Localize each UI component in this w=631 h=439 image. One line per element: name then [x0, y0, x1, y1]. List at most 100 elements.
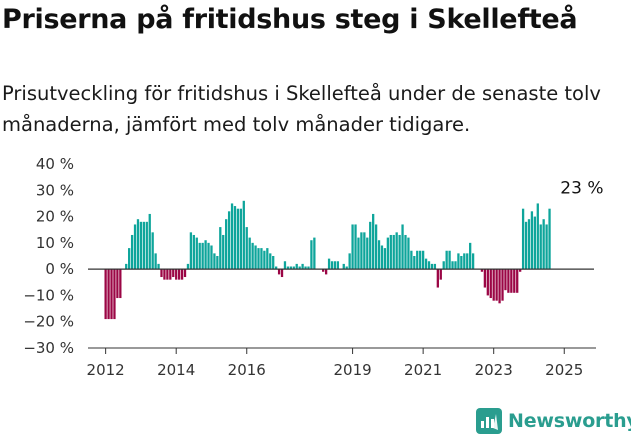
- bar: [430, 263, 434, 270]
- bar: [145, 221, 148, 270]
- bar: [345, 266, 348, 270]
- bar: [157, 263, 160, 270]
- x-axis: 2012 2014 2016 2019 2021 2023 2025: [87, 268, 596, 379]
- bar: [242, 200, 245, 270]
- bar: [395, 232, 398, 270]
- bar: [486, 269, 489, 296]
- bar: [116, 269, 119, 299]
- bar: [148, 213, 151, 270]
- bar: [471, 253, 475, 270]
- bar: [189, 232, 193, 270]
- x-tick-label: 2025: [545, 361, 583, 379]
- bar: [436, 269, 439, 288]
- bar: [427, 261, 431, 270]
- bar: [216, 256, 219, 270]
- bar: [139, 221, 143, 270]
- y-tick-label: 0 %: [45, 260, 74, 278]
- bar: [266, 248, 269, 270]
- bar: [542, 219, 545, 270]
- bar: [227, 211, 231, 270]
- bar: [324, 269, 328, 275]
- x-tick-label: 2014: [157, 361, 195, 379]
- bar: [469, 242, 472, 270]
- bar: [545, 224, 548, 270]
- x-tick-label: 2021: [404, 361, 442, 379]
- bar: [330, 261, 334, 270]
- bar: [413, 256, 416, 270]
- bar: [389, 234, 392, 270]
- bar: [219, 227, 222, 270]
- bar: [421, 250, 425, 270]
- bar: [530, 211, 534, 270]
- bar: [104, 269, 107, 320]
- bar: [454, 261, 457, 270]
- bar: [207, 242, 210, 270]
- y-tick-label: 40 %: [36, 155, 74, 173]
- bar: [366, 237, 369, 270]
- bar: [113, 269, 116, 320]
- bar: [460, 256, 463, 270]
- bar: [510, 269, 513, 293]
- page-title: Priserna på fritidshus steg i Skellefteå: [2, 4, 578, 35]
- bar: [257, 248, 260, 270]
- bar: [260, 248, 263, 270]
- bar: [172, 269, 175, 278]
- bar: [275, 266, 278, 270]
- bar: [448, 250, 451, 270]
- bar: [489, 269, 492, 299]
- bar: [222, 234, 225, 270]
- y-tick-label: −10 %: [23, 286, 74, 304]
- bar: [280, 269, 284, 278]
- bar: [169, 269, 172, 280]
- bar: [495, 269, 498, 301]
- bar: [357, 237, 360, 270]
- bar: [374, 224, 378, 270]
- bar: [439, 269, 442, 280]
- bar: [192, 234, 195, 270]
- bar: [151, 232, 154, 270]
- bar: [292, 266, 295, 270]
- page-subtitle: Prisutveckling för fritidshus i Skelleft…: [2, 82, 601, 136]
- bar: [128, 248, 131, 270]
- bar: [251, 242, 254, 270]
- bar: [348, 253, 351, 270]
- bar: [175, 269, 178, 280]
- bar: [245, 227, 248, 270]
- bar: [136, 219, 140, 270]
- bar: [401, 224, 404, 270]
- bar: [513, 269, 516, 293]
- bar: [351, 224, 354, 270]
- bar: [480, 269, 484, 272]
- x-tick-label: 2019: [333, 361, 371, 379]
- bar: [398, 234, 401, 270]
- bar: [410, 250, 413, 270]
- y-tick-label: −30 %: [23, 339, 74, 357]
- bars: [104, 200, 551, 320]
- bar: [263, 250, 266, 270]
- newsworthy-logo: Newsworthy: [476, 408, 631, 434]
- bar: [301, 263, 304, 270]
- bar: [424, 258, 428, 270]
- bar: [457, 253, 460, 270]
- bar: [180, 269, 184, 280]
- bar: [160, 269, 163, 278]
- bar: [204, 240, 207, 270]
- bar: [198, 242, 201, 270]
- bar: [536, 203, 539, 270]
- newsworthy-logo-icon: [476, 408, 502, 434]
- bar: [419, 250, 422, 270]
- bar: [119, 269, 122, 299]
- bar: [492, 269, 495, 301]
- bar: [142, 221, 145, 270]
- latest-value-label: 23 %: [560, 179, 603, 199]
- bar: [236, 208, 240, 270]
- bar: [183, 269, 187, 278]
- bar: [177, 269, 181, 280]
- bar: [239, 208, 243, 270]
- bar: [210, 245, 213, 270]
- bar: [451, 261, 454, 270]
- bar: [307, 266, 310, 270]
- bar: [186, 263, 190, 270]
- bar: [504, 269, 507, 291]
- bar: [519, 269, 522, 272]
